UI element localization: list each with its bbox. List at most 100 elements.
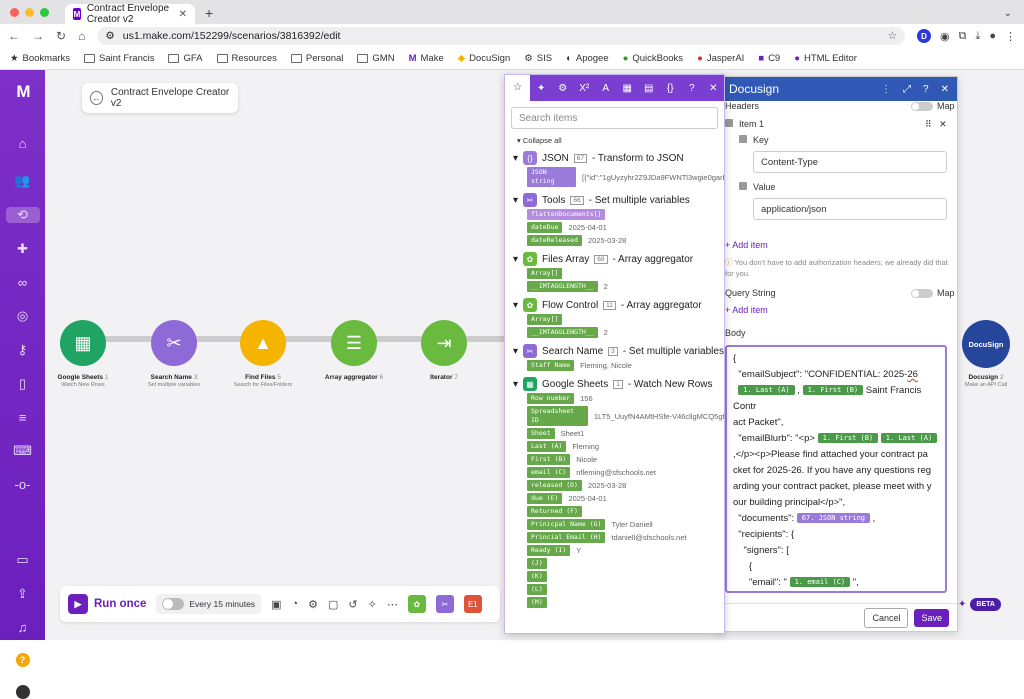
flow-nav-icon[interactable]: -o- [14, 477, 31, 492]
mapping-item[interactable]: Last (A) Fleming [527, 441, 724, 452]
mapping-item[interactable]: (M) [527, 597, 724, 608]
bookmark-apogee[interactable]: ◐ Apogee [566, 53, 609, 64]
tools-toolbar-icon[interactable]: ✂ [435, 595, 454, 613]
menu-kebab-icon[interactable]: ⋮ [1005, 30, 1016, 43]
value-input[interactable]: application/json [753, 198, 947, 220]
mapping-item[interactable]: First (B) Nicole [527, 454, 724, 465]
mapping-item[interactable]: Ready (I) Y [527, 545, 724, 556]
mapping-item[interactable]: due (E) 2025-04-01 [527, 493, 724, 504]
mapping-pill[interactable]: flattenDocuments[] [527, 209, 606, 220]
ai-beta-badge[interactable]: ✦ BETA [958, 598, 1001, 611]
home-nav-icon[interactable]: ⌂ [18, 136, 27, 151]
home-icon[interactable]: ⌂ [78, 29, 86, 43]
minimize-window-dot[interactable] [25, 8, 34, 17]
help-nav-icon[interactable]: ? [6, 653, 40, 667]
mapping-group[interactable]: ▾ {} JSON 67 - Transform to JSON JSON string [… [513, 151, 724, 187]
item-checkbox-icon[interactable] [725, 119, 733, 127]
module-docusign[interactable]: DocuSign [962, 320, 1010, 368]
json-tab-icon[interactable]: {} [666, 82, 674, 94]
webhooks-nav-icon[interactable]: ◎ [16, 308, 29, 323]
bookmark-docusign[interactable]: ◆ DocuSign [457, 53, 511, 64]
mapping-item[interactable]: (J) [527, 558, 724, 569]
save-button[interactable]: Save [914, 608, 949, 627]
mapping-group-header[interactable]: ▾ ▦ Google Sheets 1 - Watch New Rows [513, 377, 724, 391]
browser-tab[interactable]: M Contract Envelope Creator v2 ✕ [65, 3, 195, 25]
expand-icon[interactable]: ⤢ [903, 83, 912, 95]
mapping-pill[interactable]: Array[] [527, 268, 563, 279]
mapping-item[interactable]: Prinicpal Name (G) Tyler Daniell [527, 519, 724, 530]
mapping-pill[interactable]: Sheet [527, 428, 555, 439]
mapping-pill[interactable]: JSON string [527, 167, 577, 187]
back-icon[interactable]: ← [8, 29, 20, 43]
remove-item-icon[interactable]: ✕ [939, 119, 947, 129]
query-map-toggle[interactable]: Map [911, 288, 955, 299]
reload-icon[interactable]: ↻ [56, 29, 67, 43]
bookmark-personal[interactable]: Personal [290, 53, 343, 64]
mapping-item[interactable]: released (D) 2025-03-28 [527, 480, 724, 491]
mapping-item[interactable]: Array[] [527, 268, 724, 279]
key-input[interactable]: Content-Type [753, 151, 947, 173]
mapping-item[interactable]: dateReleased 2025-03-28 [527, 235, 724, 246]
save-icon[interactable]: ▣ [271, 598, 282, 611]
mapping-item[interactable]: flattenDocuments[] [527, 209, 724, 220]
mapping-group-header[interactable]: ▾ ✿ Flow Control 11 - Array aggregator [513, 298, 724, 312]
module-google-sheets[interactable]: ▦ [60, 320, 106, 366]
math-tab-icon[interactable]: X² [579, 82, 590, 94]
bookmarks-menu[interactable]: ★ Bookmarks [10, 53, 71, 64]
launch-nav-icon[interactable]: ⇪ [17, 586, 28, 601]
add-header-item-button[interactable]: + Add item [725, 240, 768, 250]
mapping-item[interactable]: Princial Email (H) tdaniell@sfschools.net [527, 532, 724, 543]
mapping-pill[interactable]: Staff Name [527, 360, 575, 371]
bookmark-html-editor[interactable]: ● HTML Editor [794, 53, 857, 64]
mapping-pill[interactable]: Last (A) [527, 441, 567, 452]
more-icon[interactable]: ⋮ [881, 83, 892, 95]
bookmark-saint-francis[interactable]: Saint Francis [84, 53, 154, 64]
datastructures-nav-icon[interactable]: ⌨ [13, 443, 32, 458]
module-array-aggregator[interactable]: ☰ [331, 320, 377, 366]
bookmark-star-icon[interactable]: ☆ [887, 30, 897, 42]
add-query-item-button[interactable]: + Add item [725, 305, 768, 315]
bookmark-quickbooks[interactable]: ● QuickBooks [622, 53, 684, 64]
mapping-item[interactable]: Staff Name Fleming, Nicole [527, 360, 724, 371]
url-field[interactable]: ⚙ us1.make.com/152299/scenarios/3816392/e… [97, 27, 905, 45]
mapping-pill[interactable]: __IMTAGGLENGTH__ [527, 281, 598, 292]
settings-icon[interactable]: ⚙ [308, 598, 318, 611]
favorites-tab-icon[interactable]: ☆ [505, 75, 531, 101]
back-circle-icon[interactable]: ← [90, 91, 103, 105]
mapping-group-header[interactable]: ▾ ✿ Files Array 68 - Array aggregator [513, 252, 724, 266]
date-tab-icon[interactable]: ▦ [622, 82, 632, 94]
mapping-pill[interactable]: First (B) [527, 454, 571, 465]
keys-nav-icon[interactable]: ⚷ [17, 342, 28, 357]
undo-icon[interactable]: ↺ [348, 598, 358, 611]
scheduling-icon[interactable]: ◔ [291, 598, 299, 610]
explain-flow-icon[interactable]: ⋯ [386, 598, 398, 611]
collapse-all-button[interactable]: ▾ Collapse all [517, 136, 562, 145]
mapping-item[interactable]: dateDue 2025-04-01 [527, 222, 724, 233]
settings-tab-icon[interactable]: ⚙ [558, 82, 568, 94]
extension-color-icon[interactable]: ◉ [940, 30, 950, 43]
mapping-pill[interactable]: Returned (F) [527, 506, 582, 517]
array-tab-icon[interactable]: ▤ [644, 82, 654, 94]
mapping-item[interactable]: Array[] [527, 314, 724, 325]
mapping-pill[interactable]: Ready (I) [527, 545, 571, 556]
site-info-icon[interactable]: ⚙ [105, 30, 115, 42]
bookmark-jasperai[interactable]: ● JasperAI [697, 53, 745, 64]
connections-nav-icon[interactable]: ∞ [17, 275, 28, 290]
extension-d-icon[interactable]: D [917, 29, 931, 43]
zoom-window-dot[interactable] [40, 8, 49, 17]
mapping-pill[interactable]: (L) [527, 584, 547, 595]
close-tab-icon[interactable]: ✕ [178, 8, 187, 20]
mapping-pill[interactable]: (J) [527, 558, 547, 569]
team-nav-icon[interactable]: 👥 [14, 173, 31, 188]
module-search-name[interactable]: ✂ [151, 320, 197, 366]
mapping-pill[interactable]: Prinicpal Name (G) [527, 519, 606, 530]
new-tab-icon[interactable]: + [205, 5, 214, 21]
close-mapping-icon[interactable]: ✕ [709, 82, 718, 94]
text-tab-icon[interactable]: A [602, 82, 610, 94]
mapping-item[interactable]: (K) [527, 571, 724, 582]
download-icon[interactable]: ⤓ [975, 29, 981, 42]
help-tab-icon[interactable]: ? [689, 82, 695, 94]
mapping-item[interactable]: Row number 156 [527, 393, 724, 404]
user-avatar[interactable] [6, 685, 40, 699]
mapping-pill[interactable]: Princial Email (H) [527, 532, 606, 543]
